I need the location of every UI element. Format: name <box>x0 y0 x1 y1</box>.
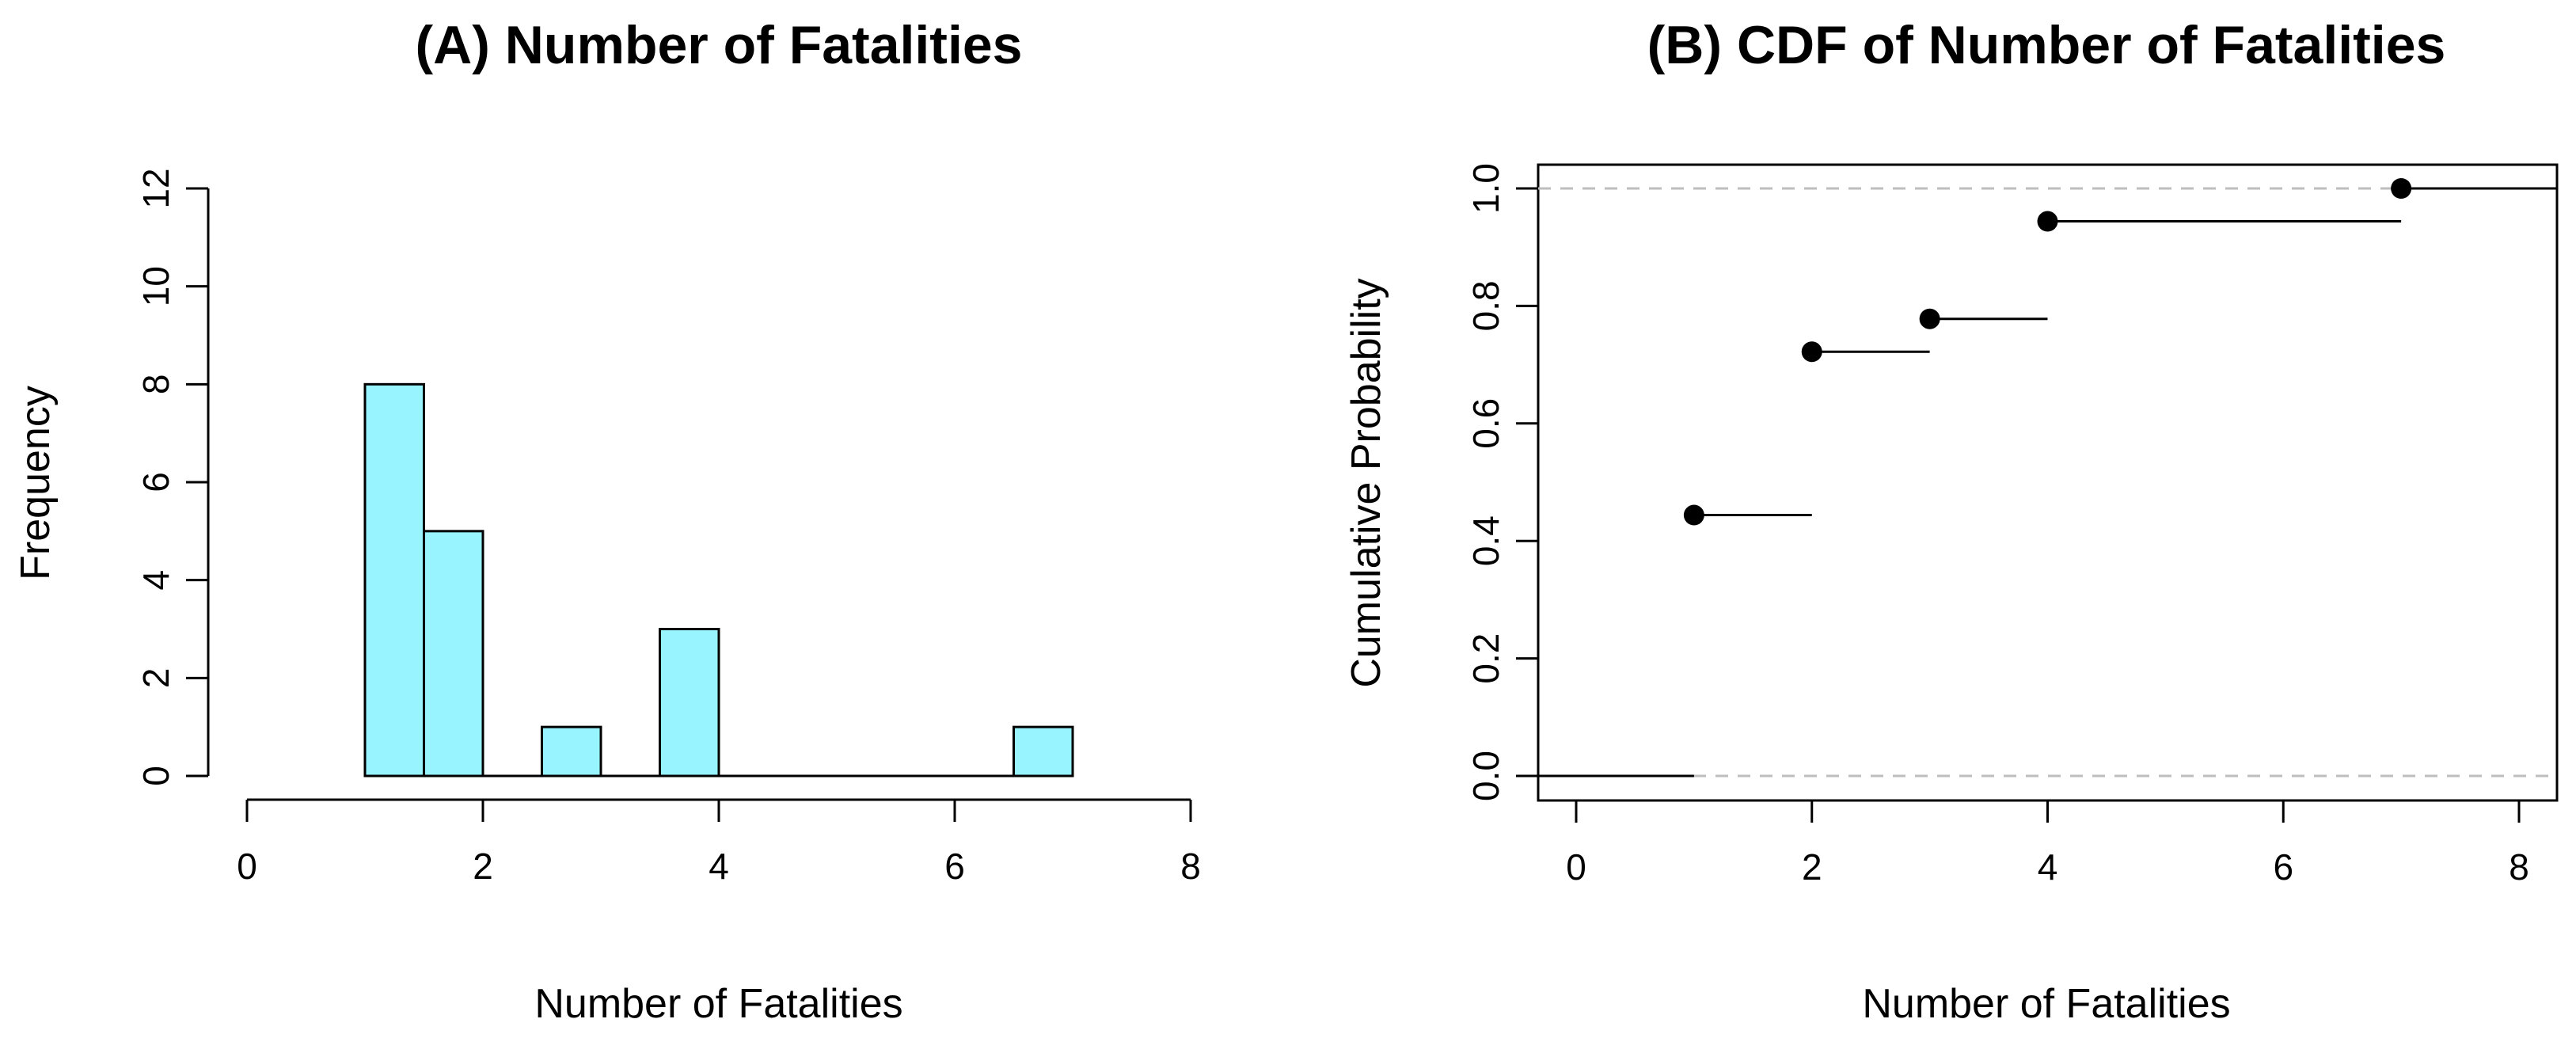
histogram-y-tick-label: 12 <box>135 168 177 208</box>
histogram-y-tick-label: 8 <box>135 375 177 395</box>
ecdf-reference-lines <box>1538 187 2557 778</box>
histogram-y-tick-label: 0 <box>135 766 177 786</box>
ecdf-x-tick-label: 4 <box>2038 846 2058 888</box>
histogram-x-tick-label: 4 <box>709 846 729 887</box>
ecdf-y-axis: 0.0 0.2 0.4 0.6 0.8 1.0 <box>1465 163 1538 801</box>
histogram-x-tick-label: 6 <box>944 846 965 887</box>
histogram-y-axis-label: Frequency <box>13 386 59 580</box>
histogram-y-tick-label: 4 <box>135 570 177 591</box>
histogram-bar <box>423 530 484 778</box>
histogram-y-tick-label: 10 <box>135 266 177 306</box>
ecdf-point <box>1801 341 1822 363</box>
ecdf-x-axis-label: Number of Fatalities <box>1862 981 2230 1027</box>
ecdf-x-axis: 0 2 4 6 8 <box>1566 800 2529 888</box>
histogram-y-tick-label: 2 <box>135 668 177 689</box>
ecdf-x-tick-label: 8 <box>2509 846 2529 888</box>
ecdf-title: (B) CDF of Number of Fatalities <box>1647 15 2446 75</box>
ecdf-steps <box>1538 178 2557 778</box>
ecdf-y-tick-label: 0.0 <box>1465 751 1506 801</box>
histogram-bar <box>1013 725 1074 778</box>
histogram-bar <box>541 725 602 778</box>
histogram-x-tick-label: 8 <box>1180 846 1201 887</box>
ecdf-y-tick-label: 0.4 <box>1465 515 1506 566</box>
histogram-y-tick-label: 6 <box>135 472 177 492</box>
histogram-title: (A) Number of Fatalities <box>416 15 1023 75</box>
histogram-panel: (A) Number of Fatalities Number of Fatal… <box>13 15 1201 1027</box>
ecdf-x-tick-label: 6 <box>2273 846 2293 888</box>
ecdf-point <box>2037 211 2058 232</box>
histogram-x-axis-label: Number of Fatalities <box>534 981 902 1027</box>
histogram-y-axis: 0 2 4 6 8 10 12 <box>135 168 210 786</box>
histogram-bar <box>363 382 425 778</box>
histogram-x-tick-label: 0 <box>237 846 257 887</box>
ecdf-y-tick-label: 1.0 <box>1465 163 1506 214</box>
ecdf-panel: (B) CDF of Number of Fatalities Number o… <box>1343 15 2559 1027</box>
ecdf-point <box>2391 178 2412 199</box>
histogram-bar <box>659 628 720 778</box>
histogram-x-tick-label: 2 <box>473 846 493 887</box>
ecdf-y-axis-label: Cumulative Probability <box>1343 278 1389 687</box>
histogram-bars <box>363 382 1074 778</box>
ecdf-x-tick-label: 2 <box>1802 846 1822 888</box>
ecdf-x-tick-label: 0 <box>1566 846 1586 888</box>
histogram-x-axis: 0 2 4 6 8 <box>237 798 1201 887</box>
ecdf-plot-box <box>1537 163 2559 802</box>
ecdf-point <box>1683 504 1704 526</box>
ecdf-y-tick-label: 0.8 <box>1465 280 1506 331</box>
ecdf-point <box>1919 308 1940 329</box>
ecdf-y-tick-label: 0.6 <box>1465 398 1506 449</box>
ecdf-y-tick-label: 0.2 <box>1465 633 1506 684</box>
